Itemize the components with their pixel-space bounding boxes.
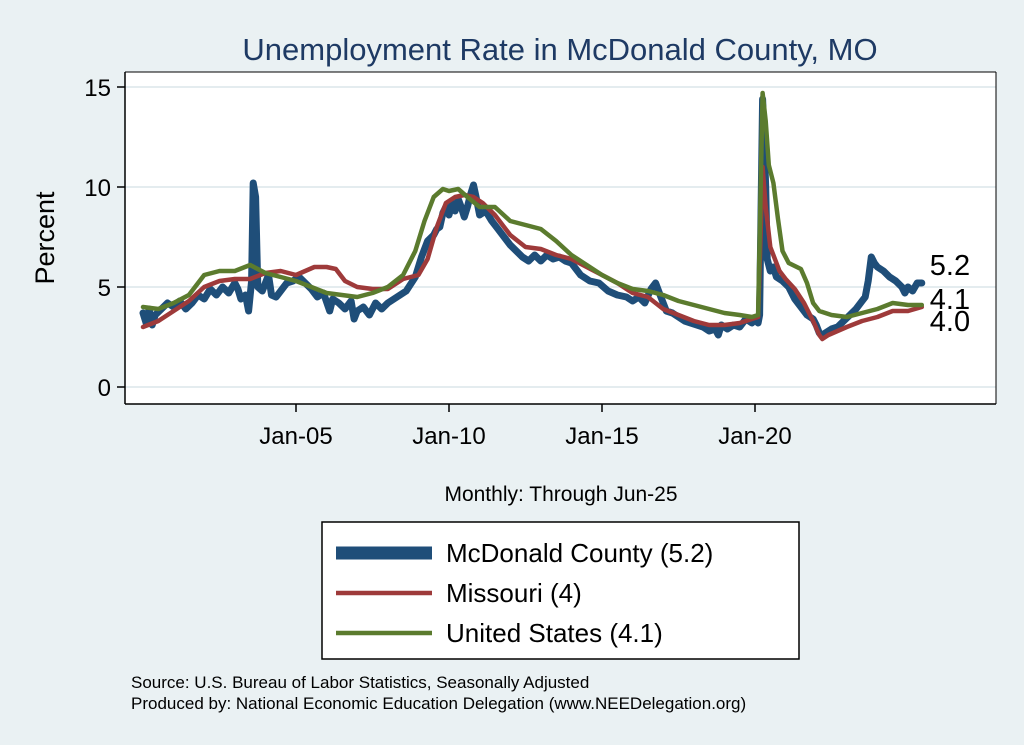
x-tick-label: Jan-20	[718, 423, 791, 450]
end-labels: 5.2 4.04.1	[930, 250, 970, 338]
end-label-missouri: 4.0	[930, 306, 970, 338]
x-axis-ticks: Jan-05 Jan-10 Jan-15 Jan-20	[259, 404, 792, 450]
x-tick-label: Jan-15	[565, 423, 638, 450]
legend: McDonald County (5.2) Missouri (4) United …	[336, 538, 713, 648]
y-axis-label: Percent	[30, 191, 60, 285]
legend-label: Missouri (4)	[446, 578, 582, 608]
legend-box	[321, 521, 800, 660]
chart-title: Unemployment Rate in McDonald County, MO	[242, 32, 877, 67]
y-tick-label: 10	[84, 175, 111, 202]
end-label-mcdonald-county: 5.2	[930, 250, 970, 282]
series-line-mcdonald-county	[139, 95, 926, 339]
y-tick-label: 0	[98, 375, 111, 402]
y-tick-label: 15	[84, 75, 111, 102]
series-line-missouri	[140, 164, 925, 342]
x-axis-note: Monthly: Through Jun-25	[444, 483, 677, 506]
y-tick-label: 5	[98, 275, 111, 302]
source-line-1: Source: U.S. Bureau of Labor Statistics,…	[131, 673, 589, 692]
series-line-united-states	[140, 90, 925, 320]
x-tick-label: Jan-10	[412, 423, 485, 450]
legend-label: McDonald County (5.2)	[446, 538, 713, 568]
y-axis-ticks: 0 5 10 15	[84, 75, 125, 402]
source-line-2: Produced by: National Economic Education…	[131, 694, 746, 713]
x-tick-label: Jan-05	[259, 423, 332, 450]
legend-label: United States (4.1)	[446, 618, 663, 648]
series-lines	[139, 90, 926, 342]
plot-area	[125, 72, 996, 404]
end-label-united-states: 4.1	[930, 284, 970, 316]
